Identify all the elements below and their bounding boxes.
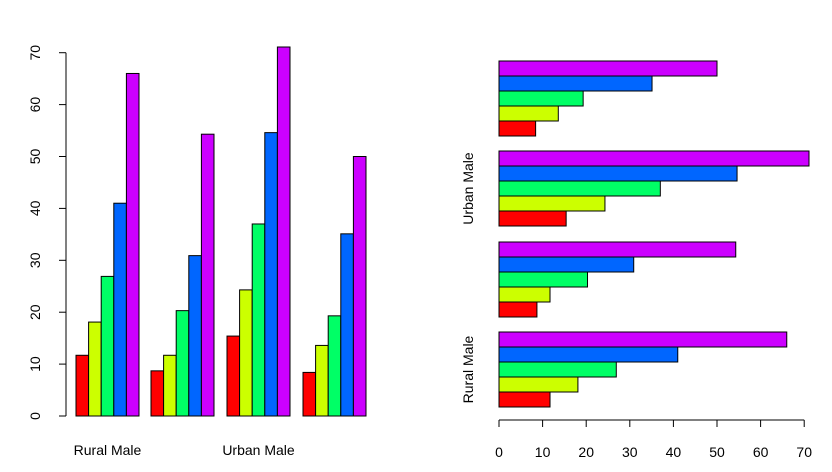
y-tick-label: 30 — [27, 252, 43, 268]
bar — [498, 361, 617, 378]
bar — [498, 391, 551, 408]
bar — [251, 223, 266, 417]
bar — [498, 376, 579, 393]
bar — [276, 46, 291, 417]
bar — [200, 133, 215, 417]
bar — [498, 331, 788, 348]
bar — [498, 180, 661, 197]
x-category-label: Urban Male — [222, 442, 295, 458]
y-tick-label: 70 — [27, 45, 43, 61]
y-tick-label: 50 — [27, 149, 43, 165]
x-tick-label: 40 — [666, 444, 682, 460]
bar — [498, 271, 589, 288]
bar — [340, 233, 354, 417]
bar — [113, 202, 127, 417]
bar — [498, 256, 635, 273]
bar — [498, 210, 567, 227]
y-tick-label: 60 — [27, 97, 43, 113]
bar — [498, 75, 653, 92]
x-tick-label: 50 — [709, 444, 725, 460]
x-tick-label: 70 — [796, 444, 812, 460]
bar — [150, 370, 165, 417]
bar — [498, 241, 737, 258]
y-category-label: Urban Male — [460, 152, 476, 225]
bar — [327, 315, 342, 417]
bar — [302, 371, 317, 417]
x-tick-label: 0 — [495, 444, 503, 460]
bar — [75, 354, 90, 417]
bar — [163, 354, 177, 417]
bar — [498, 195, 606, 212]
bar — [239, 289, 253, 417]
bar — [352, 156, 367, 417]
bar — [226, 335, 241, 417]
bar — [100, 275, 115, 417]
y-category-label: Rural Male — [460, 335, 476, 403]
bar — [498, 150, 810, 167]
x-tick-label: 60 — [753, 444, 769, 460]
x-tick-label: 30 — [622, 444, 638, 460]
bar — [498, 165, 738, 182]
bar — [88, 321, 102, 417]
vertical-bar-chart: Rural Male Urban Male 0 10 20 30 40 50 60 70 — [27, 45, 367, 458]
y-tick-label: 10 — [27, 356, 43, 372]
horizontal-bar-chart: Rural Male Urban Male 0 10 20 30 40 50 60 70 — [460, 60, 812, 460]
x-category-label: Rural Male — [74, 442, 142, 458]
bar — [125, 72, 140, 417]
bar — [188, 255, 202, 417]
bar — [498, 105, 559, 122]
bar — [498, 301, 538, 318]
bar — [498, 60, 718, 77]
bar — [175, 310, 190, 417]
bar — [498, 120, 537, 137]
x-tick-label: 20 — [578, 444, 594, 460]
y-tick-label: 20 — [27, 304, 43, 320]
bar — [498, 286, 551, 303]
bar — [315, 344, 329, 417]
bar — [264, 132, 278, 417]
y-tick-label: 0 — [27, 412, 43, 420]
y-tick-label: 40 — [27, 200, 43, 216]
bar — [498, 90, 584, 107]
x-tick-label: 10 — [535, 444, 551, 460]
bar — [498, 346, 679, 363]
